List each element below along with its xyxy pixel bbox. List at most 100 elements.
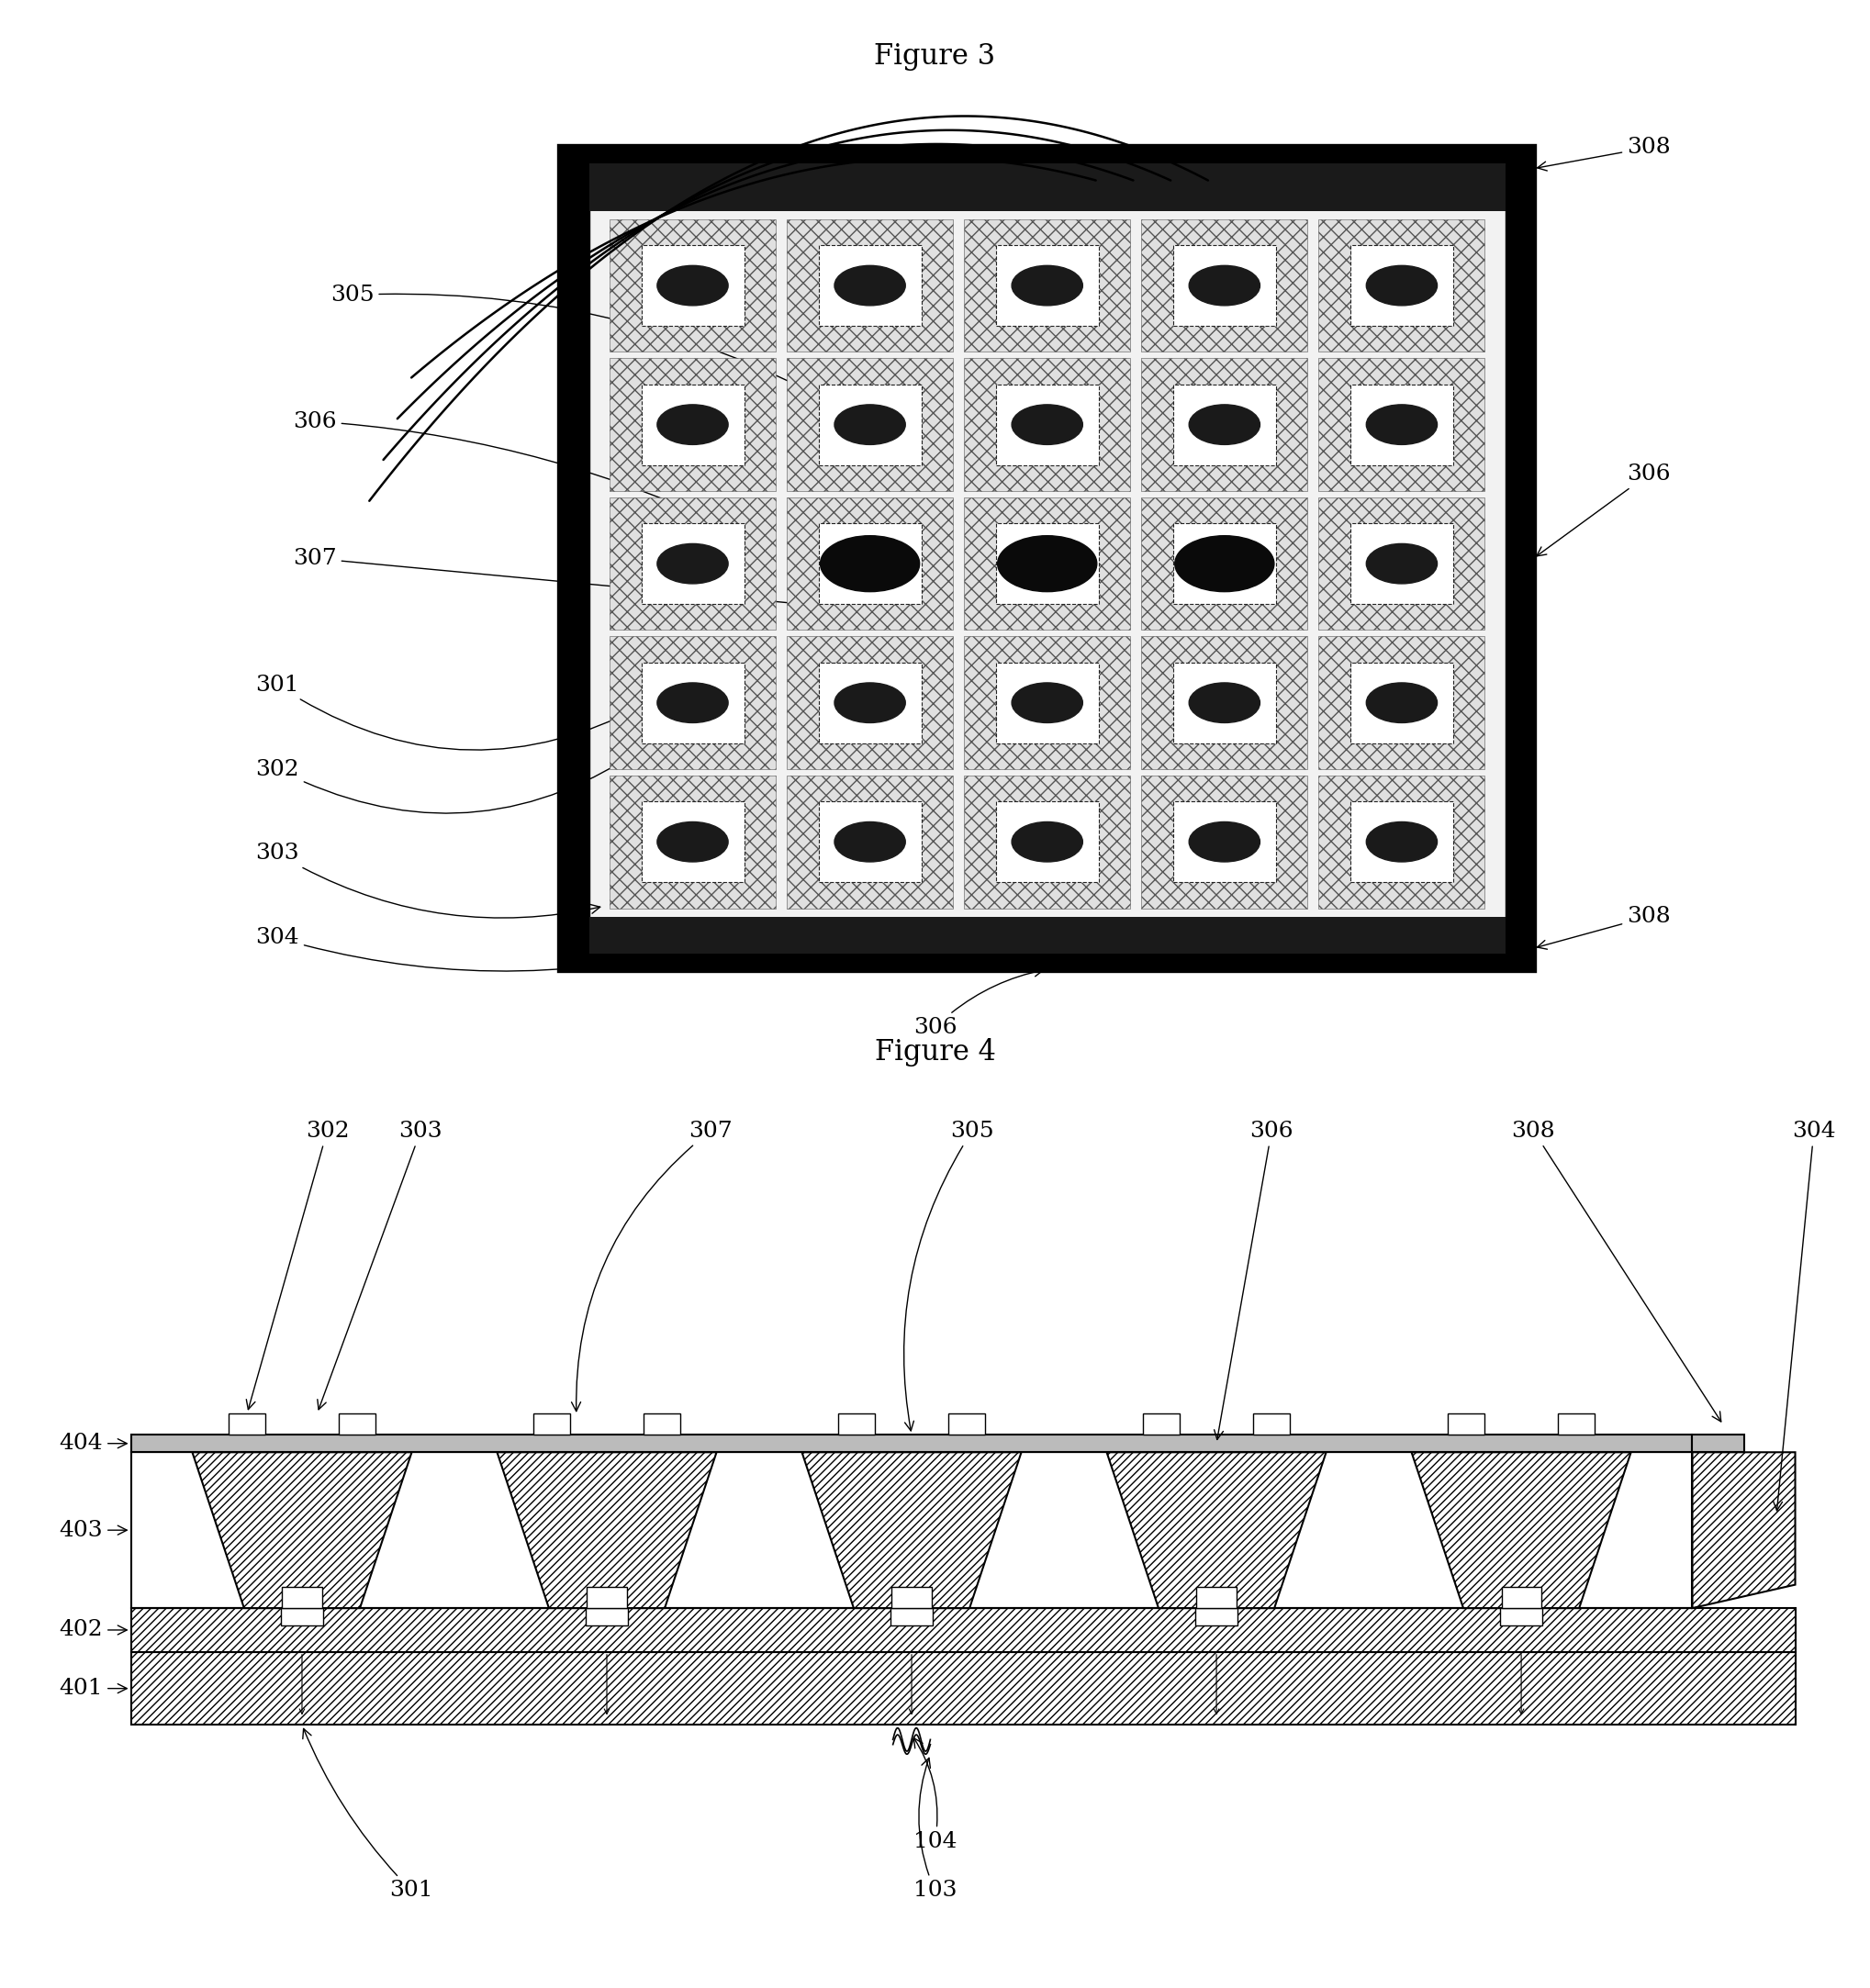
Circle shape [1189, 682, 1260, 724]
Text: 308: 308 [1537, 137, 1670, 171]
Polygon shape [1412, 1451, 1631, 1608]
Circle shape [656, 266, 727, 306]
Text: 306: 306 [1537, 463, 1670, 557]
Bar [1143, 1413, 1180, 1435]
Bar [1172, 245, 1275, 326]
Bar [965, 219, 1129, 352]
Bar [610, 636, 776, 769]
Bar [282, 1586, 322, 1608]
Text: 104: 104 [913, 1738, 957, 1853]
Bar [1141, 775, 1307, 909]
Bar [819, 523, 922, 604]
Bar [1350, 523, 1453, 604]
Circle shape [656, 545, 727, 584]
Bar [561, 147, 1533, 970]
Text: 304: 304 [256, 926, 735, 970]
Bar [131, 1451, 1692, 1608]
Bar [641, 245, 744, 326]
Bar [585, 1608, 628, 1626]
Text: 303: 303 [318, 1119, 443, 1409]
Polygon shape [1692, 1451, 1795, 1608]
Bar [965, 775, 1129, 909]
Bar [1197, 1586, 1236, 1608]
Text: 307: 307 [294, 549, 813, 608]
Circle shape [656, 821, 727, 863]
Circle shape [1012, 266, 1083, 306]
Bar [1318, 497, 1485, 630]
Text: 305: 305 [903, 1119, 995, 1431]
Circle shape [834, 682, 905, 724]
Bar [997, 662, 1098, 744]
Bar [1350, 801, 1453, 883]
Text: 308: 308 [1511, 1119, 1720, 1421]
Polygon shape [497, 1451, 716, 1608]
Bar [1318, 219, 1485, 352]
Text: 303: 303 [256, 843, 600, 918]
Bar [1692, 1435, 1743, 1451]
Bar [892, 1586, 931, 1608]
Text: 401: 401 [60, 1678, 127, 1700]
Polygon shape [802, 1451, 1021, 1608]
Text: 307: 307 [572, 1119, 733, 1411]
Bar [1350, 662, 1453, 744]
Text: 308: 308 [1537, 907, 1670, 948]
Text: 302: 302 [256, 747, 645, 813]
Bar [819, 384, 922, 465]
Bar [819, 662, 922, 744]
Text: 403: 403 [60, 1519, 127, 1541]
Bar [589, 163, 1505, 954]
Circle shape [834, 406, 905, 445]
Circle shape [821, 535, 920, 592]
Bar [1350, 384, 1453, 465]
Bar [641, 801, 744, 883]
Text: 306: 306 [913, 968, 1043, 1038]
Circle shape [834, 821, 905, 863]
Circle shape [1367, 821, 1438, 863]
Bar [787, 636, 954, 769]
Text: 305: 305 [331, 284, 866, 423]
Bar [838, 1413, 875, 1435]
Bar [997, 245, 1098, 326]
Text: Figure 3: Figure 3 [875, 42, 995, 72]
Bar [1500, 1608, 1543, 1626]
Bar [610, 775, 776, 909]
Bar [280, 1608, 324, 1626]
Circle shape [1367, 266, 1438, 306]
Bar [1141, 219, 1307, 352]
Bar [1350, 245, 1453, 326]
Circle shape [656, 682, 727, 724]
Bar [819, 245, 922, 326]
Bar [1195, 1608, 1238, 1626]
Circle shape [1189, 266, 1260, 306]
Bar [610, 358, 776, 491]
Bar [997, 384, 1098, 465]
Bar [1502, 1586, 1541, 1608]
Bar [1253, 1413, 1290, 1435]
Bar [948, 1413, 985, 1435]
Bar [1318, 775, 1485, 909]
Bar [787, 358, 954, 491]
Text: 103: 103 [913, 1757, 957, 1901]
Bar [641, 384, 744, 465]
Bar [610, 497, 776, 630]
Polygon shape [1107, 1451, 1326, 1608]
Bar [1558, 1413, 1595, 1435]
Bar [1141, 497, 1307, 630]
Bar [1318, 636, 1485, 769]
Bar [641, 523, 744, 604]
Bar [997, 523, 1098, 604]
Bar [131, 1435, 1692, 1451]
Bar [965, 358, 1129, 491]
Bar [787, 775, 954, 909]
Bar [643, 1413, 681, 1435]
Bar [1447, 1413, 1485, 1435]
Text: 302: 302 [247, 1119, 350, 1409]
Polygon shape [193, 1451, 411, 1608]
Bar [228, 1413, 266, 1435]
Text: 304: 304 [1773, 1119, 1836, 1511]
Bar [965, 636, 1129, 769]
Bar [787, 497, 954, 630]
Bar [131, 1608, 1795, 1652]
Bar [1172, 384, 1275, 465]
Bar [997, 801, 1098, 883]
